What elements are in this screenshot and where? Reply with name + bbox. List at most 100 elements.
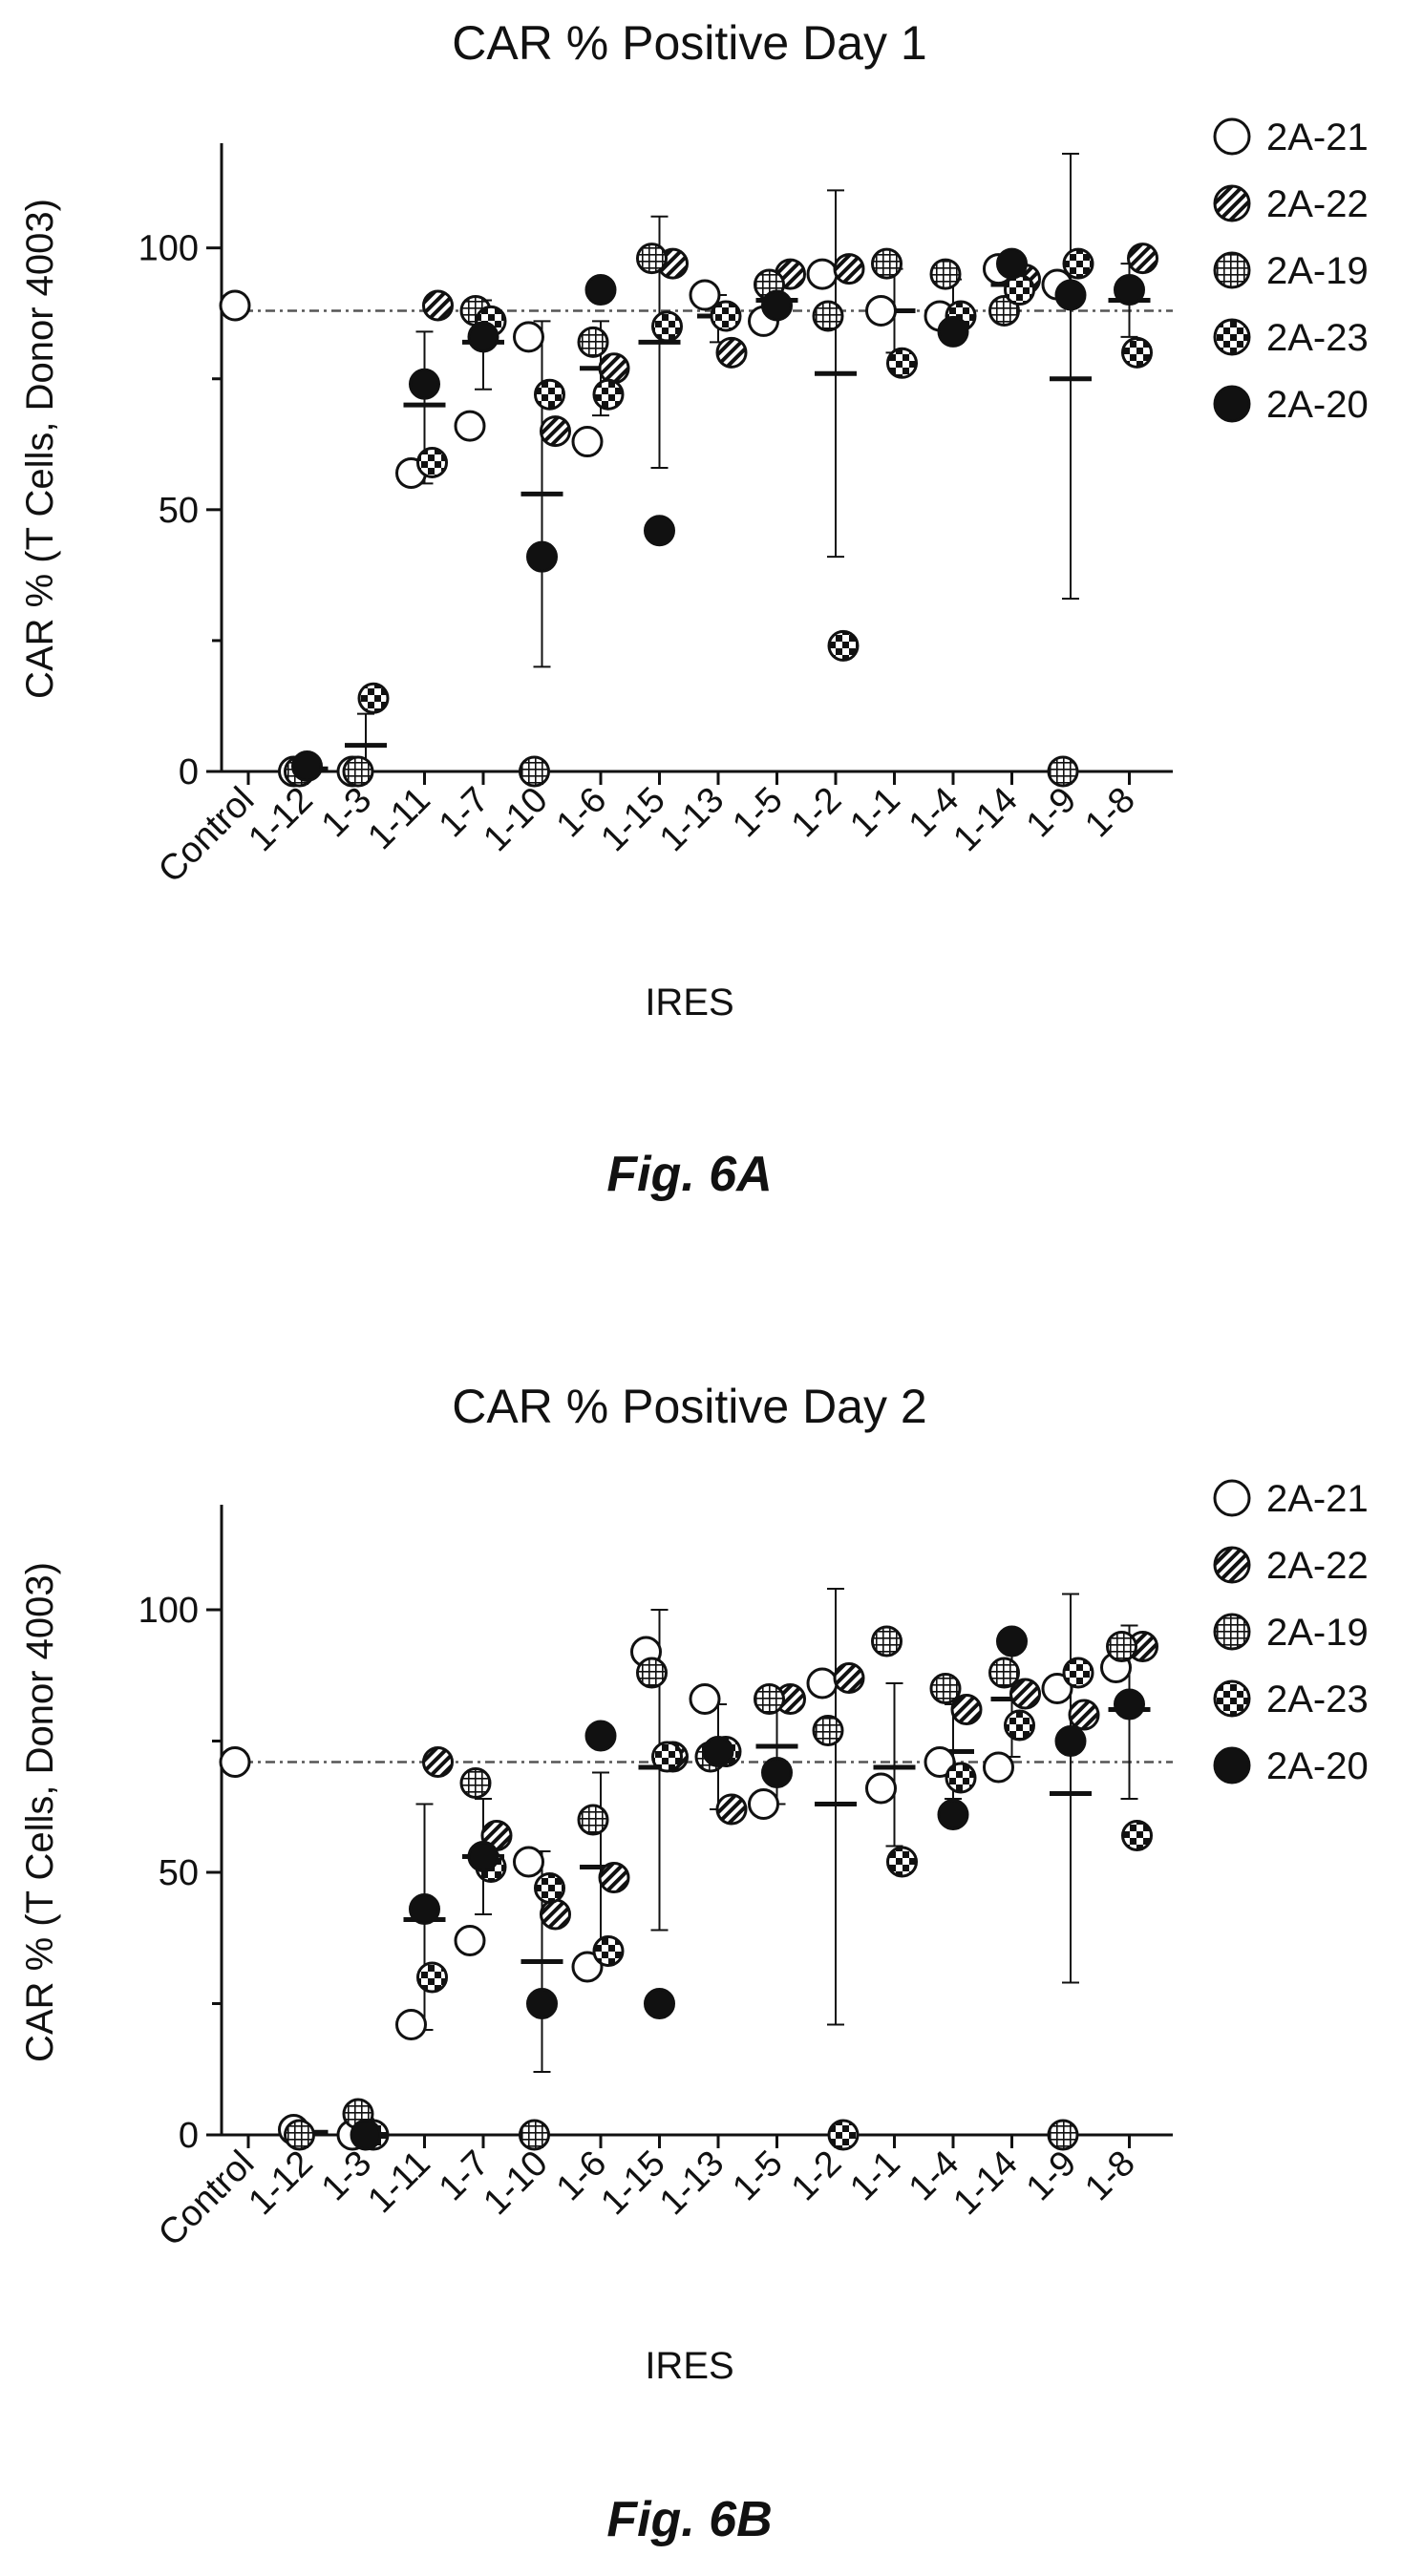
x-tick-label: 1-9 <box>1019 780 1085 846</box>
point-2a-22 <box>715 336 748 369</box>
point-2a-22 <box>422 289 454 322</box>
point-2a-19 <box>577 1804 609 1836</box>
legend-label: 2A-22 <box>1266 183 1369 225</box>
point-2a-22 <box>598 352 630 385</box>
point-2a-19 <box>577 326 609 358</box>
point-2a-19 <box>812 1715 844 1746</box>
point-2a-21 <box>454 410 486 442</box>
y-tick-label: 100 <box>138 1591 199 1631</box>
point-2a-19 <box>342 755 374 788</box>
x-axis-label: IRES <box>645 982 733 1024</box>
point-2a-20 <box>467 321 499 353</box>
point-2a-19 <box>284 2119 315 2151</box>
data-points <box>219 1625 1158 2151</box>
point-2a-23 <box>416 1961 448 1994</box>
x-tick-label: 1-13 <box>652 2143 732 2223</box>
chart-panel-day1: CAR % Positive Day 1 CAR % (T Cells, Don… <box>19 16 1369 1202</box>
point-2a-20 <box>761 1757 793 1788</box>
point-2a-19 <box>636 1657 668 1689</box>
legend-label: 2A-20 <box>1266 1745 1369 1787</box>
point-2a-23 <box>945 1762 977 1794</box>
x-tick-label: 1-15 <box>593 2143 672 2223</box>
point-2a-22 <box>598 1862 630 1893</box>
point-2a-23 <box>886 1846 918 1878</box>
y-tick-label: 100 <box>138 229 199 269</box>
legend-marker-2a-22 <box>1213 184 1251 222</box>
legend-label: 2A-20 <box>1266 384 1369 426</box>
point-2a-19 <box>1047 2119 1079 2151</box>
point-2a-20 <box>409 1893 440 1925</box>
point-2a-19 <box>871 1625 903 1658</box>
figure-label: Fig. 6B <box>606 2492 772 2547</box>
point-2a-23 <box>592 378 625 411</box>
point-2a-21 <box>689 1683 721 1715</box>
x-tick-label: 1-10 <box>476 780 555 859</box>
point-2a-19 <box>871 247 903 280</box>
error-bars <box>286 1588 1151 2136</box>
point-2a-19 <box>1106 1631 1137 1662</box>
point-2a-20 <box>1114 274 1145 306</box>
point-2a-20 <box>350 2119 382 2151</box>
y-tick-label: 0 <box>179 2116 199 2156</box>
point-2a-21 <box>513 321 544 353</box>
point-2a-23 <box>534 1872 565 1904</box>
point-2a-20 <box>467 1841 499 1872</box>
point-2a-23 <box>651 1741 683 1773</box>
point-2a-20 <box>937 315 969 348</box>
legend: 2A-21 2A-22 2A-19 2A-23 2A-20 <box>1213 1478 1369 1787</box>
point-2a-23 <box>1004 274 1035 306</box>
point-2a-23 <box>827 629 860 662</box>
point-2a-19 <box>754 1683 785 1715</box>
point-2a-19 <box>636 243 668 275</box>
chart-title: CAR % Positive Day 2 <box>452 1380 926 1433</box>
legend-marker-2a-20 <box>1213 1746 1251 1784</box>
x-tick-label: 1-1 <box>842 780 908 846</box>
x-tick-label: 1-5 <box>725 2143 791 2209</box>
legend-marker-2a-23 <box>1213 1679 1251 1718</box>
point-2a-21 <box>454 1925 486 1956</box>
point-2a-20 <box>996 1625 1028 1658</box>
point-2a-21 <box>689 279 721 311</box>
point-2a-23 <box>827 2119 860 2151</box>
point-2a-21 <box>395 2009 427 2040</box>
point-2a-21 <box>571 426 604 458</box>
point-2a-23 <box>710 300 742 332</box>
point-2a-21 <box>219 1746 251 1778</box>
point-2a-20 <box>409 368 440 400</box>
legend-marker-2a-19 <box>1213 1613 1251 1651</box>
legend-label: 2A-23 <box>1266 317 1369 359</box>
point-2a-19 <box>988 294 1020 327</box>
legend-label: 2A-19 <box>1266 1612 1369 1654</box>
point-2a-20 <box>644 515 675 547</box>
point-2a-20 <box>1054 1725 1087 1757</box>
x-tick-label: 1-5 <box>725 780 791 846</box>
y-tick-label: 50 <box>159 1853 199 1893</box>
point-2a-23 <box>357 682 390 714</box>
point-2a-21 <box>924 1746 956 1778</box>
point-2a-20 <box>702 1736 734 1767</box>
x-tick-label: 1-8 <box>1077 780 1143 846</box>
point-2a-23 <box>1004 1709 1035 1742</box>
point-2a-20 <box>1054 279 1087 311</box>
point-2a-23 <box>1121 336 1153 369</box>
point-2a-19 <box>812 300 844 332</box>
point-2a-22 <box>1009 1678 1041 1710</box>
point-2a-23 <box>651 310 683 343</box>
point-2a-21 <box>571 1951 604 1983</box>
x-tick-label: 1-11 <box>360 780 437 857</box>
x-tick-label: 1-13 <box>652 780 732 859</box>
point-2a-19 <box>519 2119 550 2151</box>
point-2a-23 <box>1121 1820 1153 1851</box>
point-2a-22 <box>833 253 865 285</box>
point-2a-21 <box>983 1751 1014 1784</box>
legend-label: 2A-21 <box>1266 116 1369 158</box>
point-2a-21 <box>806 1667 839 1700</box>
point-2a-20 <box>526 540 558 573</box>
x-tick-label: 1-1 <box>842 2143 908 2209</box>
point-2a-23 <box>534 378 565 411</box>
point-2a-21 <box>513 1846 544 1878</box>
point-2a-21 <box>806 258 839 290</box>
point-2a-19 <box>929 258 962 290</box>
point-2a-20 <box>937 1799 969 1830</box>
legend-marker-2a-20 <box>1213 385 1251 423</box>
